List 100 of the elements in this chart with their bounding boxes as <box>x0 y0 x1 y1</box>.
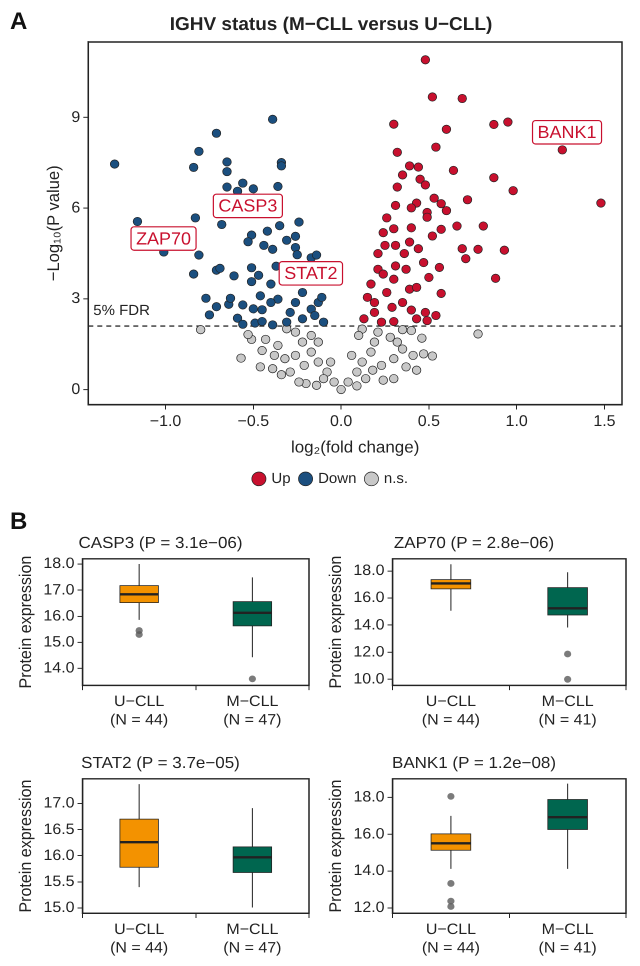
y-tick-label: 17.0 <box>43 794 75 812</box>
point <box>243 330 253 340</box>
point <box>290 328 300 337</box>
point <box>373 328 383 337</box>
point <box>273 340 283 350</box>
point <box>412 366 422 375</box>
y-tick-label: 0 <box>71 380 81 398</box>
point <box>401 362 411 372</box>
x-tick-label: −1.0 <box>150 413 182 430</box>
point <box>298 338 308 347</box>
y-tick-label: 16.0 <box>353 590 385 606</box>
x-tick-label: 1.5 <box>593 413 616 430</box>
text: A <box>10 8 28 36</box>
point <box>286 367 295 377</box>
annotation: CASP3 <box>218 196 278 216</box>
x-tick-label: 0.5 <box>418 413 440 430</box>
x-tick-label: −0.5 <box>238 413 270 430</box>
y-tick-label: 12.0 <box>353 644 385 660</box>
x-tick-label: U−CLL (N = 44) <box>110 694 168 728</box>
x-tick-label: M−CLL (N = 41) <box>538 694 597 728</box>
point <box>392 338 402 347</box>
point <box>306 330 316 340</box>
point <box>268 364 278 374</box>
chart-title: ZAP70 (P = 2.8e−06) <box>394 533 554 552</box>
point <box>306 348 316 357</box>
y-axis-title: −Log₁₀(P value) <box>44 165 63 282</box>
y-tick-label: 18.0 <box>353 788 385 806</box>
point <box>352 367 362 377</box>
y-tick-label: 16.5 <box>43 821 75 838</box>
point <box>326 357 336 367</box>
point <box>346 350 356 360</box>
y-tick-label: 16.0 <box>43 847 75 864</box>
point <box>368 366 378 375</box>
x-tick-label: U−CLL (N = 44) <box>422 694 480 728</box>
y-axis-title: Protein expression <box>15 780 35 913</box>
point <box>378 376 388 385</box>
y-tick-label: 18.0 <box>353 562 385 580</box>
y-tick-label: 9 <box>71 108 81 126</box>
point <box>336 384 346 394</box>
legend-label: Down <box>318 471 356 487</box>
point <box>294 377 304 387</box>
y-tick-label: 14.0 <box>353 616 385 634</box>
point <box>408 350 418 360</box>
x-axis-title: log₂(fold change) <box>290 438 420 457</box>
x-tick-label: M−CLL (N = 47) <box>223 694 282 728</box>
y-tick-label: 14.0 <box>353 862 385 879</box>
y-tick-label: 12.0 <box>353 899 385 916</box>
annotation: ZAP70 <box>136 228 192 248</box>
point <box>389 374 398 384</box>
x-tick-label: U−CLL (N = 44) <box>110 921 168 956</box>
y-tick-label: 10.0 <box>353 670 385 688</box>
point <box>290 350 300 360</box>
x-tick-label: U−CLL (N = 44) <box>422 921 480 956</box>
x-tick-label: 1.0 <box>506 413 528 430</box>
point <box>428 351 438 361</box>
point <box>354 330 364 340</box>
point <box>260 334 270 344</box>
point <box>196 325 206 334</box>
point <box>314 338 323 347</box>
y-axis-title: Protein expression <box>325 556 345 688</box>
point <box>257 346 267 356</box>
y-axis-title: Protein expression <box>15 556 35 688</box>
point <box>322 367 332 377</box>
legend-label: n.s. <box>384 471 408 487</box>
chart-title: CASP3 (P = 3.1e−06) <box>78 533 243 552</box>
chart-title: BANK1 (P = 1.2e−08) <box>392 753 556 772</box>
y-tick-label: 18.0 <box>43 556 75 572</box>
y-axis-title: Protein expression <box>325 780 345 913</box>
point <box>366 348 376 357</box>
point <box>318 374 328 384</box>
x-tick-label: M−CLL (N = 47) <box>223 921 282 956</box>
text: B <box>10 508 28 536</box>
point <box>352 381 362 390</box>
legend-label: Up <box>271 471 291 487</box>
point <box>418 349 428 358</box>
y-tick-label: 6 <box>71 200 81 216</box>
ref-line-label: 5% FDR <box>93 303 150 319</box>
point <box>370 338 380 347</box>
point <box>361 374 370 384</box>
point <box>398 325 408 334</box>
x-tick-label: M−CLL (N = 41) <box>538 921 597 956</box>
y-tick-label: 15.0 <box>43 900 75 916</box>
annotation: STAT2 <box>284 263 338 284</box>
point <box>376 360 386 370</box>
y-tick-label: 15.0 <box>43 634 75 650</box>
chart-title: STAT2 (P = 3.7e−05) <box>81 753 240 772</box>
point <box>389 354 398 364</box>
point <box>256 362 265 372</box>
point <box>358 357 367 367</box>
point <box>406 326 416 336</box>
point <box>314 357 323 367</box>
point <box>386 332 395 342</box>
point <box>417 334 427 343</box>
point <box>280 354 290 364</box>
point <box>329 377 339 387</box>
y-tick-label: 17.0 <box>43 582 75 598</box>
point <box>300 360 309 370</box>
chart-title: IGHV status (M−CLL versus U−CLL) <box>170 13 492 34</box>
annotation: BANK1 <box>538 122 597 142</box>
point <box>473 329 483 338</box>
